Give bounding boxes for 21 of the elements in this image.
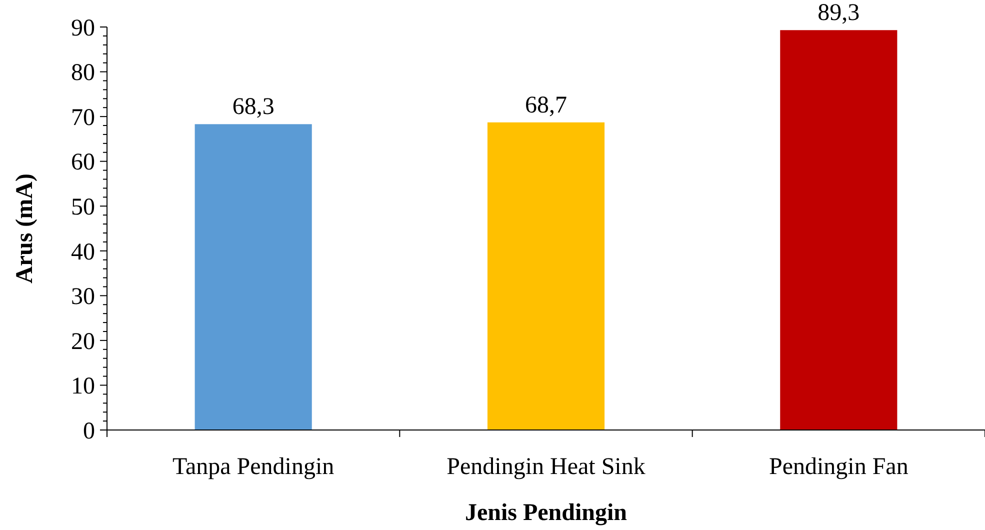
x-tick-label: Tanpa Pendingin [172, 454, 334, 480]
data-label: 89,3 [818, 0, 860, 26]
y-tick-label: 80 [71, 60, 95, 86]
x-tick-label: Pendingin Fan [768, 454, 908, 480]
y-tick-label: 40 [71, 239, 95, 266]
x-tick-label: Pendingin Heat Sink [446, 454, 646, 480]
data-label: 68,7 [525, 92, 567, 118]
y-axis-title: Arus (mA) [12, 174, 38, 284]
y-tick-label: 50 [71, 194, 95, 221]
y-tick-label: 0 [83, 418, 95, 444]
bar [487, 122, 605, 430]
bar [780, 30, 898, 430]
bar [194, 124, 312, 430]
y-tick-label: 10 [71, 374, 95, 400]
x-axis-title: Jenis Pendingin [464, 500, 628, 526]
y-tick-label: 20 [71, 328, 95, 355]
y-tick-label: 70 [71, 104, 95, 131]
y-tick-label: 60 [71, 150, 95, 176]
y-tick-label: 30 [71, 284, 95, 310]
data-label: 68,3 [232, 94, 274, 120]
y-tick-label: 90 [71, 15, 95, 42]
